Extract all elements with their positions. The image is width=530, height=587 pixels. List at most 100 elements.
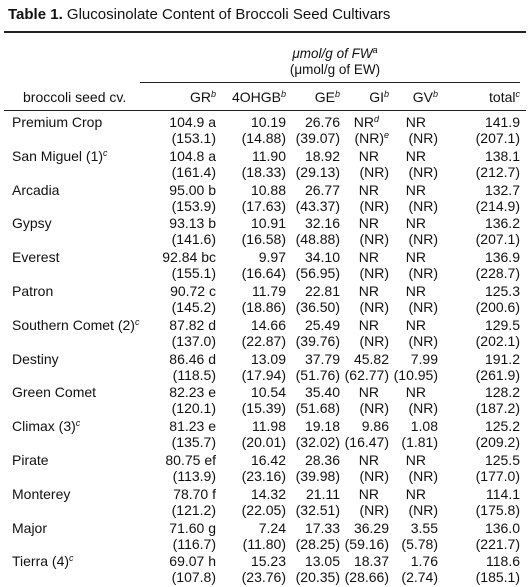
cultivar-name: Southern Comet (2)c [12,316,140,333]
table-row: Climax (3)c 81.23 e (135.7) 11.98 (20.01) 19.… [0,418,530,452]
ew-value: (20.01) [241,434,286,451]
ew-value: (20.35) [295,569,340,586]
value-cell: 128.2 (187.2) [444,384,520,416]
value-cell: 14.32 (22.05) [217,486,286,518]
fw-value: 7.99 [410,350,438,367]
value-cell: 80.75 ef (113.9) [140,452,216,484]
fw-value: 17.33 [304,519,340,536]
table-caption: Glucosinolate Content of Broccoli Seed C… [66,6,391,23]
fw-value: 34.10 [304,249,340,266]
value-cell: 15.23 (23.76) [217,553,286,585]
ew-value: (207.1) [475,231,520,248]
column-header-label: GI [369,89,384,105]
table-row: Gypsy 93.13 b (141.6) 10.91 (16.58) 32.16 (48.… [0,215,530,249]
value-cell: 35.40 (51.68) [285,384,340,416]
ew-value: (113.9) [172,468,216,484]
ew-value: (NR) [359,400,389,417]
table-row: Premium Crop 104.9 a (153.1) 10.19 (14.88) 26… [0,114,530,148]
fw-value: 45.82 [353,350,389,367]
fw-value: 7.24 [258,519,286,536]
value-cell: 32.16 (48.88) [285,215,340,247]
value-cell: 14.66 (22.87) [217,317,286,349]
ew-value: (141.6) [171,231,216,248]
cultivar-name: Green Comet [12,384,97,401]
value-cell: NR (NR) [343,215,389,247]
ew-value: (116.7) [172,535,216,552]
ew-value: (NR) [408,265,438,282]
cultivar-name: San Miguel (1)c [12,147,108,164]
ew-value: (NR) [359,332,389,349]
ew-value: (2.74) [401,569,438,586]
fw-value: 9.97 [258,249,286,266]
ew-value: (221.7) [475,535,520,552]
table-row: Pirate 80.75 ef (113.9) 16.42 (23.16) 28.36 (3… [0,452,530,486]
value-cell: 81.23 e (135.7) [140,418,216,450]
value-cell: 7.24 (11.80) [217,520,286,552]
value-cell: 141.9 (207.1) [444,114,520,146]
value-cell: 114.1 (175.8) [444,486,520,518]
fw-value: 128.2 [484,384,520,401]
fw-value: 125.3 [484,283,520,299]
value-cell: 191.2 (261.9) [444,351,520,383]
fw-value: NR [405,452,426,468]
value-cell: 45.82 (62.77) [343,351,389,383]
value-cell: NR (NR) [392,182,438,214]
value-cell: 9.97 (16.64) [217,249,286,281]
cultivar-name: Pirate [12,452,49,468]
value-cell: 132.7 (214.9) [444,182,520,214]
cultivar-name: Major [12,519,48,536]
fw-value: NRd [353,114,379,130]
fw-value: 141.9 [484,114,520,130]
fw-value: 125.2 [484,418,520,435]
cultivar-name: Patron [12,283,54,299]
ew-value: (153.9) [171,197,216,214]
fw-value: NR [405,114,426,130]
ew-value: (22.87) [241,332,286,349]
fw-value: NR [405,215,426,232]
column-header: 4OHGBb [231,89,286,105]
fw-value: 37.79 [304,350,340,367]
ew-value: (NR) [408,299,438,315]
ew-value: (161.4) [171,163,216,180]
ew-value: (16.64) [241,265,286,282]
ew-value: (NR) [359,197,389,214]
fw-value: 78.70 f [173,485,216,502]
ew-value: (1.81) [401,434,438,451]
ew-value: (177.0) [475,468,520,484]
ew-value: (10.95) [393,366,438,383]
value-cell: 138.1 (212.7) [444,148,520,180]
ew-value: (28.66) [344,569,389,586]
fw-value: 11.90 [252,147,286,164]
value-cell: 86.46 d (118.5) [140,351,216,383]
ew-value: (NR) [359,231,389,248]
ew-value: (137.0) [171,332,216,349]
value-cell: 125.2 (209.2) [444,418,520,450]
table-row: San Miguel (1)c 104.8 a (161.4) 11.90 (18.33… [0,148,530,182]
ew-value: (NR)e [354,130,389,146]
fw-value: 1.76 [410,553,438,570]
value-cell: NR (NR) [392,215,438,247]
ew-value: (200.6) [475,299,520,315]
value-cell: 18.37 (28.66) [343,553,389,585]
fw-value: 129.5 [484,316,520,333]
value-cell: 16.42 (23.16) [217,452,286,484]
fw-value: 11.79 [252,283,286,299]
fw-value: 36.29 [353,519,389,536]
fw-value: NR [358,452,379,468]
value-cell: 36.29 (59.16) [343,520,389,552]
ew-value: (51.76) [295,366,340,383]
value-cell: NR (NR) [392,452,438,484]
cultivar-name: Monterey [12,485,71,502]
ew-value: (16.47) [344,434,389,451]
fw-value: 25.49 [304,316,340,333]
ew-value: (NR) [359,468,389,484]
ew-value: (39.07) [295,130,340,146]
ew-value: (62.77) [344,366,389,383]
fw-value: 125.5 [484,452,520,468]
value-cell: 19.18 (32.02) [285,418,340,450]
fw-value: 69.07 h [169,553,216,570]
value-cell: 26.77 (43.37) [285,182,340,214]
value-cell: NR (NR) [392,283,438,315]
value-cell: NR (NR) [343,317,389,349]
fw-value: 10.91 [250,215,286,232]
